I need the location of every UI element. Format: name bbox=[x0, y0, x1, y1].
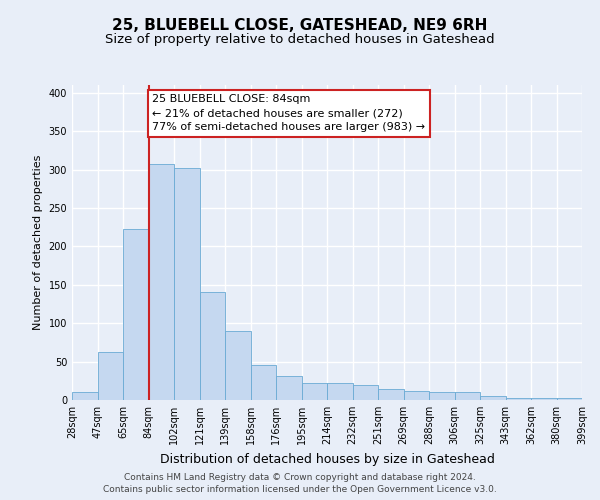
Bar bbox=[455, 392, 480, 400]
Bar bbox=[251, 364, 276, 400]
Bar bbox=[225, 331, 251, 400]
Bar bbox=[531, 398, 557, 400]
X-axis label: Distribution of detached houses by size in Gateshead: Distribution of detached houses by size … bbox=[160, 452, 494, 466]
Bar bbox=[149, 164, 174, 400]
Bar bbox=[97, 352, 123, 400]
Bar bbox=[174, 168, 199, 400]
Text: 25, BLUEBELL CLOSE, GATESHEAD, NE9 6RH: 25, BLUEBELL CLOSE, GATESHEAD, NE9 6RH bbox=[112, 18, 488, 32]
Bar bbox=[353, 384, 378, 400]
Bar bbox=[123, 230, 149, 400]
Bar bbox=[557, 398, 582, 400]
Bar bbox=[378, 389, 404, 400]
Bar bbox=[505, 398, 531, 400]
Text: 25 BLUEBELL CLOSE: 84sqm
← 21% of detached houses are smaller (272)
77% of semi-: 25 BLUEBELL CLOSE: 84sqm ← 21% of detach… bbox=[152, 94, 425, 132]
Text: Contains HM Land Registry data © Crown copyright and database right 2024.: Contains HM Land Registry data © Crown c… bbox=[124, 472, 476, 482]
Text: Size of property relative to detached houses in Gateshead: Size of property relative to detached ho… bbox=[105, 34, 495, 46]
Bar bbox=[276, 376, 302, 400]
Bar bbox=[72, 392, 97, 400]
Bar bbox=[404, 391, 429, 400]
Bar bbox=[480, 396, 505, 400]
Bar bbox=[327, 383, 353, 400]
Y-axis label: Number of detached properties: Number of detached properties bbox=[33, 155, 43, 330]
Bar bbox=[429, 392, 455, 400]
Bar bbox=[199, 292, 225, 400]
Text: Contains public sector information licensed under the Open Government Licence v3: Contains public sector information licen… bbox=[103, 485, 497, 494]
Bar bbox=[302, 383, 327, 400]
